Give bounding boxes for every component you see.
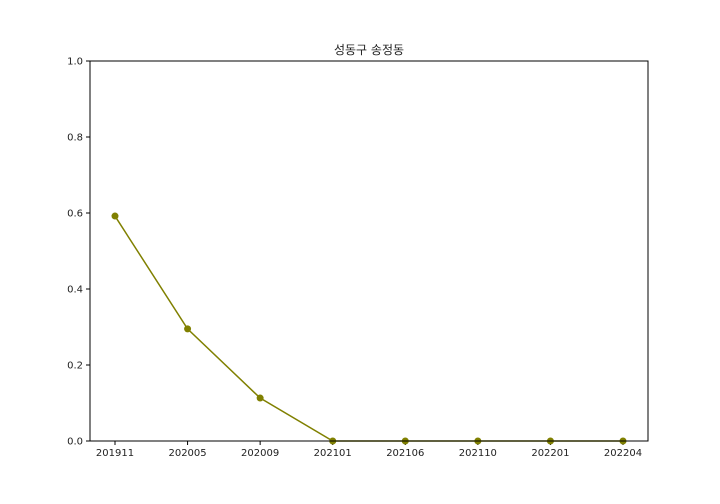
y-tick-label: 0.0 bbox=[67, 437, 83, 448]
data-point bbox=[256, 394, 264, 402]
plot-frame bbox=[89, 60, 649, 442]
series-line bbox=[114, 215, 623, 442]
x-tick-label: 202204 bbox=[604, 448, 642, 459]
y-tick-label: 0.4 bbox=[67, 285, 83, 296]
chart-title: 성동구 송정동 bbox=[334, 43, 404, 57]
x-tick-label: 202101 bbox=[314, 448, 352, 459]
x-tick-label: 202009 bbox=[241, 448, 279, 459]
x-tick-label: 202201 bbox=[531, 448, 569, 459]
x-axis: 201911 202005 202009 202101 202106 202110 2022… bbox=[96, 441, 642, 459]
y-tick-label: 0.2 bbox=[67, 361, 83, 372]
series-group bbox=[111, 212, 627, 445]
y-axis: 0.0 0.2 0.4 0.6 0.8 1.0 bbox=[67, 57, 90, 448]
y-tick-label: 0.8 bbox=[67, 133, 83, 144]
x-tick-label: 202110 bbox=[459, 448, 497, 459]
x-tick-label: 202005 bbox=[168, 448, 206, 459]
x-tick-label: 202106 bbox=[386, 448, 424, 459]
x-tick-label: 201911 bbox=[96, 448, 134, 459]
data-point bbox=[111, 212, 119, 220]
y-tick-label: 0.6 bbox=[67, 209, 83, 220]
data-point bbox=[184, 325, 192, 333]
y-tick-label: 1.0 bbox=[67, 57, 83, 68]
